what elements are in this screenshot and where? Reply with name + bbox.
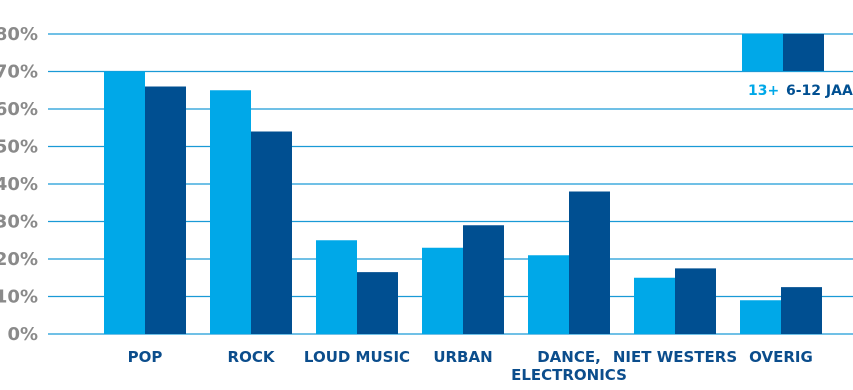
bar-series-2-2: [357, 272, 398, 334]
category-label: POP: [128, 348, 163, 366]
category-label: LOUD MUSIC: [304, 348, 410, 366]
y-tick-label: 50%: [0, 137, 38, 158]
bar-series-2-5: [675, 268, 716, 334]
x-axis-categories: POP ROCK LOUD MUSIC URBAN DANCE,ELECTRONICSN…: [128, 348, 813, 384]
legend-label-2: 6-12 JAAR: [786, 83, 853, 99]
bar-series-2-1: [251, 131, 292, 334]
y-axis-ticks: 0% 10% 20% 30% 40% 50% 60% 70% 80%: [0, 24, 38, 345]
y-tick-label: 0%: [7, 324, 38, 345]
category-label: ROCK: [228, 348, 276, 366]
legend-label-1: 13+: [748, 83, 779, 99]
bar-series-1-2: [316, 240, 357, 334]
bar-series-1-4: [528, 255, 569, 334]
bar-series-1-0: [104, 71, 145, 334]
y-tick-label: 10%: [0, 287, 38, 308]
category-label: OVERIG: [749, 348, 813, 366]
bars: [104, 71, 822, 334]
bar-series-1-3: [422, 247, 463, 334]
y-tick-label: 60%: [0, 99, 38, 120]
y-tick-label: 40%: [0, 174, 38, 195]
bar-series-1-5: [634, 277, 675, 334]
y-tick-label: 70%: [0, 62, 38, 83]
y-tick-label: 30%: [0, 212, 38, 233]
bar-series-2-3: [463, 225, 504, 334]
legend-swatch-1: [742, 34, 783, 71]
legend: 13+ 6-12 JAAR: [742, 34, 853, 99]
category-label: URBAN: [433, 348, 492, 366]
category-label: DANCE,: [537, 348, 601, 366]
y-tick-label: 80%: [0, 24, 38, 45]
bar-series-2-6: [781, 287, 822, 334]
bar-series-2-0: [145, 86, 186, 334]
bar-series-1-1: [210, 90, 251, 334]
legend-swatch-2: [783, 34, 824, 71]
category-label: ELECTRONICS: [511, 366, 627, 384]
bar-series-2-4: [569, 191, 610, 334]
y-tick-label: 20%: [0, 249, 38, 270]
category-label: NIET WESTERS: [613, 348, 737, 366]
bar-series-1-6: [740, 300, 781, 334]
